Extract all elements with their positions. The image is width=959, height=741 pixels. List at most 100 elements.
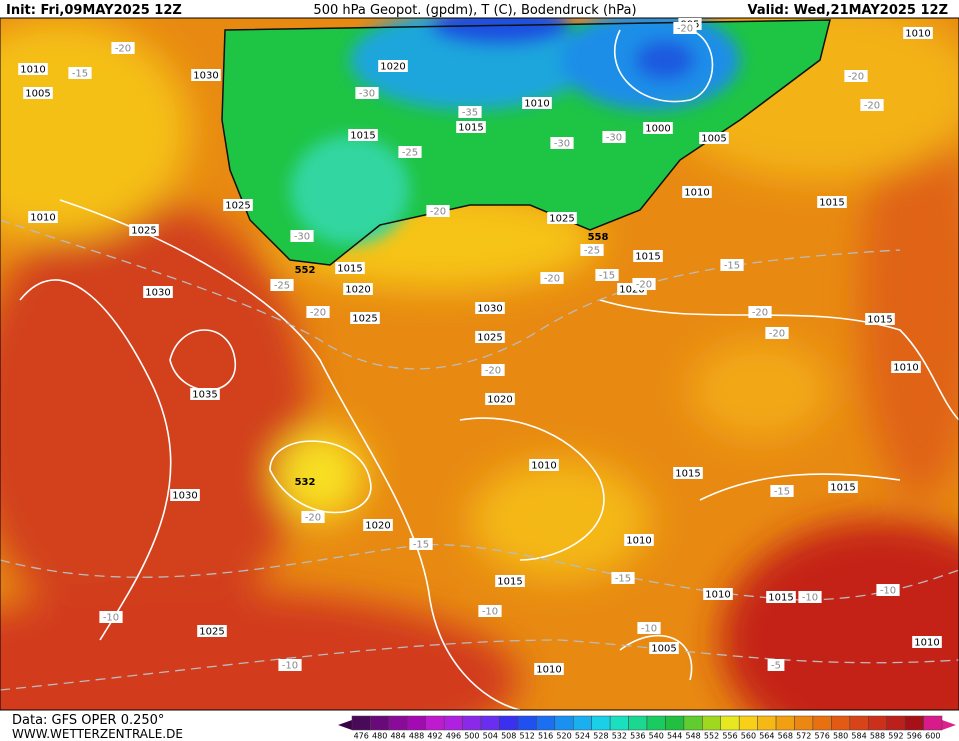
temperature-label: -20 bbox=[848, 72, 864, 83]
isobar-label: 1010 bbox=[626, 536, 651, 547]
scale-swatch bbox=[886, 715, 906, 731]
isotherms bbox=[0, 219, 959, 691]
scale-label: 512 bbox=[520, 732, 535, 741]
isobar-label-box bbox=[223, 199, 253, 211]
temperature-label-box bbox=[270, 279, 294, 291]
isobar-label-box bbox=[343, 283, 373, 295]
isobar-label: 1010 bbox=[905, 29, 930, 40]
temperature-label: -10 bbox=[880, 586, 896, 597]
temperature-label: -10 bbox=[103, 613, 119, 624]
isobar-label: 1015 bbox=[675, 469, 700, 480]
isobar-label: 1015 bbox=[635, 252, 660, 263]
temperature-label-box bbox=[550, 137, 574, 149]
isobar-label-box bbox=[529, 459, 559, 471]
temperature-label-box bbox=[748, 306, 772, 318]
isobar-label-box bbox=[18, 63, 48, 75]
isobar-label: 1020 bbox=[619, 285, 644, 296]
scale-swatch bbox=[351, 715, 371, 731]
temperature-label: -15 bbox=[413, 540, 429, 551]
scale-label: 540 bbox=[649, 732, 664, 741]
temperature-label-box bbox=[458, 106, 482, 118]
isobar-label-box bbox=[28, 211, 58, 223]
temperature-label: -15 bbox=[599, 271, 615, 282]
init-time: Init: Fri,09MAY2025 12Z bbox=[6, 3, 182, 18]
isobar-label-box bbox=[699, 132, 729, 144]
isobar-label: 1020 bbox=[365, 521, 390, 532]
temperature-label: -20 bbox=[769, 329, 785, 340]
temperature-label-box bbox=[290, 230, 314, 242]
temperature-label: -20 bbox=[430, 207, 446, 218]
isobar-label-box bbox=[485, 393, 515, 405]
scale-swatch bbox=[923, 715, 943, 731]
isobar-label-box bbox=[348, 129, 378, 141]
isobar-label-box bbox=[828, 481, 858, 493]
isobar-label: 1000 bbox=[645, 124, 670, 135]
isobar-label-box bbox=[703, 588, 733, 600]
scale-label: 536 bbox=[630, 732, 645, 741]
isobar-label-box bbox=[522, 97, 552, 109]
scale-swatch bbox=[720, 715, 740, 731]
temperature-label-box bbox=[481, 364, 505, 376]
temperature-label-box bbox=[278, 659, 302, 671]
scale-label: 548 bbox=[685, 732, 700, 741]
temperature-label-box bbox=[409, 538, 433, 550]
scale-label: 504 bbox=[483, 732, 498, 741]
map-frame bbox=[0, 17, 959, 711]
geopotential-label: 552 bbox=[295, 265, 316, 276]
isobar-label-box bbox=[190, 388, 220, 400]
scale-swatch bbox=[480, 715, 500, 731]
scale-label: 524 bbox=[575, 732, 590, 741]
temperature-label-box bbox=[478, 605, 502, 617]
isobar-label: 1025 bbox=[352, 314, 377, 325]
isobar-label-box bbox=[363, 519, 393, 531]
isobar-label: 1015 bbox=[337, 264, 362, 275]
scale-swatch bbox=[665, 715, 685, 731]
temperature-label-box bbox=[844, 70, 868, 82]
valid-time: Valid: Wed,21MAY2025 12Z bbox=[748, 3, 948, 18]
temperature-label: -20 bbox=[115, 44, 131, 55]
isobar-label: 1015 bbox=[819, 198, 844, 209]
temperature-label: -5 bbox=[771, 661, 781, 672]
isobar-label-box bbox=[649, 642, 679, 654]
scale-label: 588 bbox=[870, 732, 885, 741]
isobar-label-box bbox=[475, 302, 505, 314]
isobars bbox=[19, 29, 959, 710]
scale-label: 488 bbox=[409, 732, 424, 741]
temperature-label: -30 bbox=[294, 232, 310, 243]
scale-swatch bbox=[517, 715, 537, 731]
temperature-label: -30 bbox=[606, 133, 622, 144]
temperature-label-box bbox=[632, 278, 656, 290]
scale-swatch bbox=[831, 715, 851, 731]
isobar-label: 1010 bbox=[684, 188, 709, 199]
scale-swatch bbox=[794, 715, 814, 731]
geopotential-label: 558 bbox=[588, 232, 609, 243]
scale-swatch bbox=[591, 715, 611, 731]
isobar-label-box bbox=[547, 212, 577, 224]
scale-label: 496 bbox=[446, 732, 461, 741]
isobar-label-box bbox=[912, 636, 942, 648]
site: WWW.WETTERZENTRALE.DE bbox=[12, 727, 183, 741]
isobar-label: 1005 bbox=[651, 644, 676, 655]
isobar-label: 1025 bbox=[477, 333, 502, 344]
temperature-label: -20 bbox=[636, 280, 652, 291]
scale-label: 544 bbox=[667, 732, 682, 741]
isobar-label: 1030 bbox=[172, 491, 197, 502]
isobar-label: 1005 bbox=[701, 134, 726, 145]
scale-label: 528 bbox=[593, 732, 608, 741]
isobar-label: 1015 bbox=[867, 315, 892, 326]
temperature-label-box bbox=[798, 591, 822, 603]
temperature-label-box bbox=[876, 584, 900, 596]
temperature-label-box bbox=[68, 67, 92, 79]
scale-label: 556 bbox=[722, 732, 737, 741]
isobar-label-box bbox=[633, 250, 663, 262]
isobar-label-box bbox=[903, 27, 933, 39]
isobar-label-box bbox=[197, 625, 227, 637]
isobar-label: 1010 bbox=[531, 461, 556, 472]
temperature-label: -15 bbox=[724, 261, 740, 272]
temperature-label: -25 bbox=[584, 246, 600, 257]
isobar-label-box bbox=[23, 87, 53, 99]
scale-label: 500 bbox=[464, 732, 479, 741]
